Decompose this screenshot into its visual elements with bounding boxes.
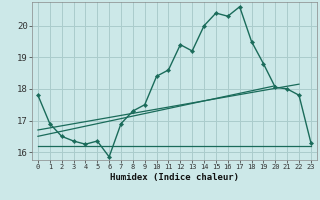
- X-axis label: Humidex (Indice chaleur): Humidex (Indice chaleur): [110, 173, 239, 182]
